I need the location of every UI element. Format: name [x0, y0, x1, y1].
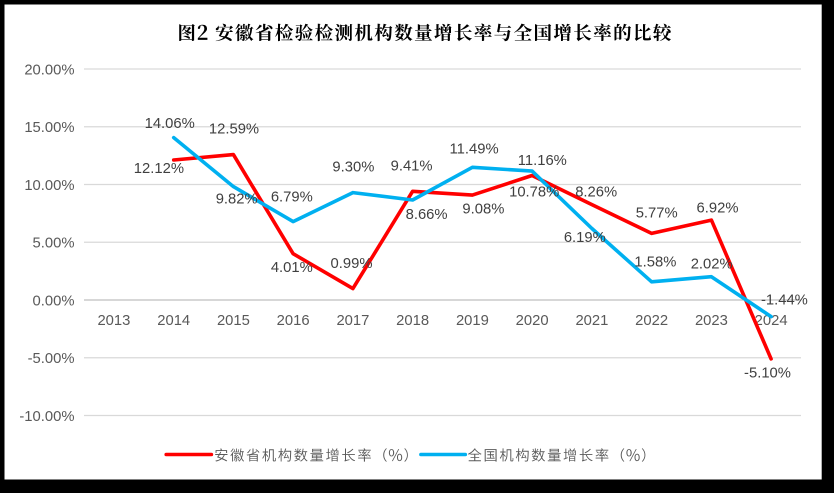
- svg-text:12.12%: 12.12%: [134, 161, 184, 177]
- svg-text:9.30%: 9.30%: [332, 160, 374, 176]
- svg-text:14.06%: 14.06%: [145, 116, 195, 132]
- svg-text:2022: 2022: [635, 313, 668, 329]
- svg-text:2015: 2015: [217, 313, 250, 329]
- svg-text:8.66%: 8.66%: [406, 207, 448, 223]
- svg-text:9.41%: 9.41%: [391, 158, 433, 174]
- svg-text:2021: 2021: [575, 313, 608, 329]
- svg-text:10.78%: 10.78%: [509, 185, 559, 201]
- svg-text:20.00%: 20.00%: [24, 62, 74, 78]
- svg-text:-1.44%: -1.44%: [761, 292, 808, 308]
- svg-text:9.82%: 9.82%: [216, 192, 258, 208]
- svg-text:11.16%: 11.16%: [518, 153, 567, 169]
- svg-text:-10.00%: -10.00%: [19, 409, 74, 425]
- svg-text:2018: 2018: [396, 313, 429, 329]
- svg-text:6.19%: 6.19%: [564, 230, 606, 246]
- svg-text:4.01%: 4.01%: [271, 260, 313, 276]
- svg-text:-5.10%: -5.10%: [744, 366, 791, 382]
- svg-text:10.00%: 10.00%: [24, 178, 74, 194]
- svg-text:2014: 2014: [157, 313, 190, 329]
- svg-text:6.79%: 6.79%: [271, 189, 313, 205]
- svg-text:11.49%: 11.49%: [450, 142, 499, 158]
- svg-text:-5.00%: -5.00%: [28, 351, 75, 367]
- svg-text:2023: 2023: [695, 313, 728, 329]
- svg-text:0.99%: 0.99%: [331, 256, 373, 272]
- svg-text:8.26%: 8.26%: [575, 184, 617, 200]
- svg-text:15.00%: 15.00%: [24, 120, 74, 136]
- svg-text:12.59%: 12.59%: [209, 122, 259, 138]
- svg-text:2013: 2013: [97, 313, 130, 329]
- svg-text:2020: 2020: [516, 313, 549, 329]
- svg-text:2019: 2019: [456, 313, 489, 329]
- svg-text:5.00%: 5.00%: [33, 236, 75, 252]
- svg-text:2.02%: 2.02%: [691, 257, 733, 273]
- svg-text:0.00%: 0.00%: [33, 293, 75, 309]
- svg-text:2017: 2017: [336, 313, 369, 329]
- svg-text:2024: 2024: [755, 313, 788, 329]
- svg-text:5.77%: 5.77%: [636, 206, 678, 222]
- svg-text:6.92%: 6.92%: [697, 200, 739, 216]
- svg-text:1.58%: 1.58%: [634, 254, 676, 270]
- svg-text:9.08%: 9.08%: [462, 201, 504, 217]
- svg-text:2016: 2016: [277, 313, 310, 329]
